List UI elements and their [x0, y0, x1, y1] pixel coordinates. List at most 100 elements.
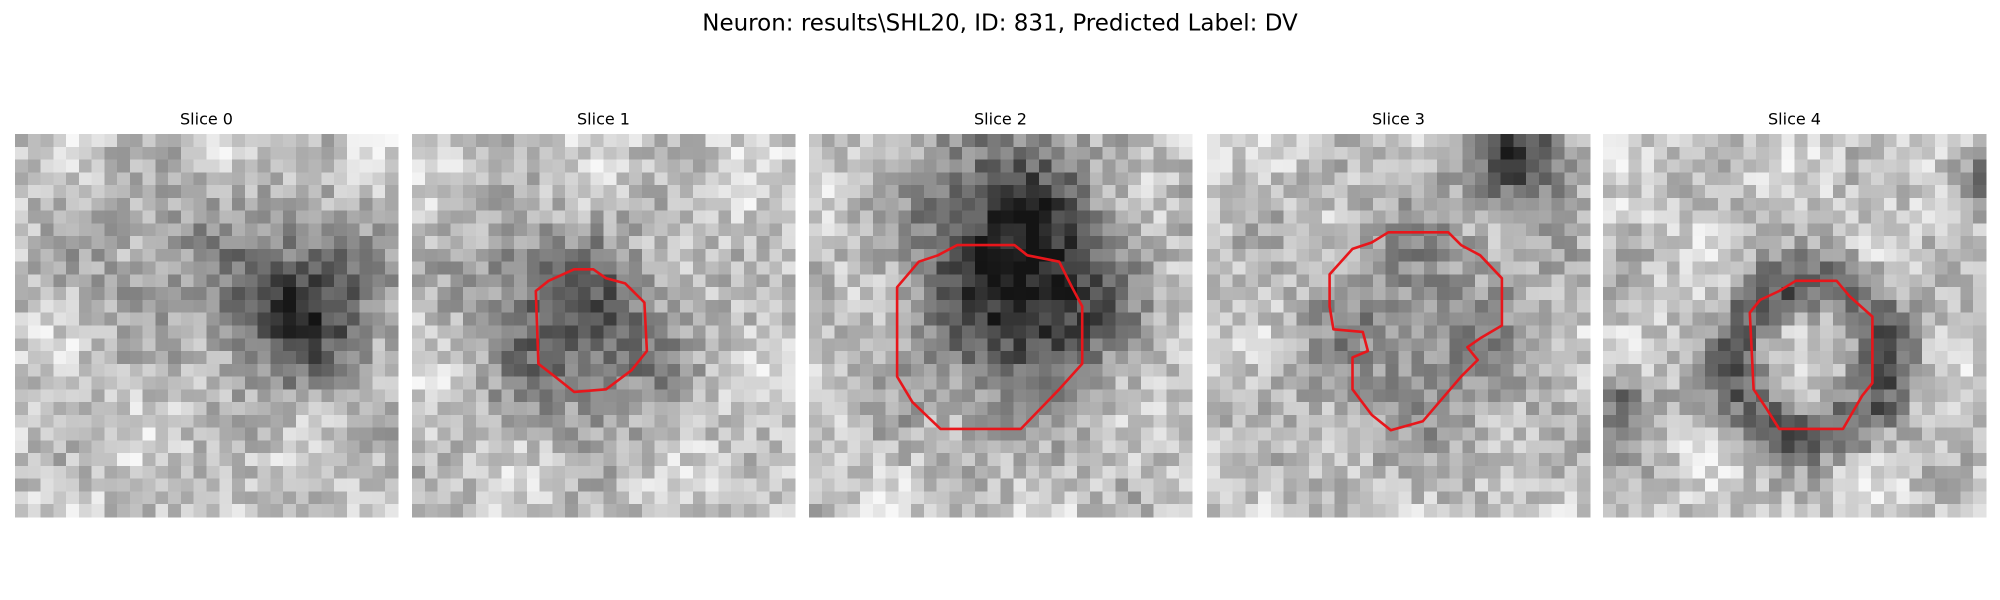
- pixel: [1628, 491, 1642, 505]
- pixel: [1245, 440, 1259, 454]
- pixel: [641, 453, 656, 467]
- pixel: [1692, 312, 1706, 327]
- pixel: [1743, 389, 1757, 403]
- pixel: [860, 134, 874, 148]
- pixel: [1526, 465, 1540, 480]
- pixel: [1166, 274, 1180, 288]
- pixel: [1424, 172, 1438, 186]
- pixel: [270, 223, 284, 237]
- pixel: [1615, 402, 1630, 416]
- pixel: [117, 223, 131, 237]
- pixel: [1487, 159, 1502, 173]
- pixel: [1411, 325, 1425, 339]
- pixel: [1628, 236, 1642, 250]
- pixel: [718, 185, 732, 199]
- pixel: [1922, 376, 1936, 390]
- pixel: [1628, 146, 1642, 161]
- pixel: [1564, 261, 1578, 276]
- pixel: [219, 312, 233, 327]
- pixel: [1258, 159, 1272, 173]
- pixel: [769, 440, 783, 454]
- pixel: [437, 185, 451, 199]
- pixel: [321, 427, 335, 441]
- pixel: [437, 389, 451, 403]
- pixel: [1411, 236, 1425, 250]
- pixel: [756, 504, 771, 518]
- pixel: [1219, 465, 1234, 480]
- pixel: [1038, 236, 1053, 250]
- pixel: [654, 172, 668, 186]
- pixel: [1909, 389, 1923, 403]
- pixel: [1615, 414, 1630, 429]
- pixel: [667, 312, 681, 327]
- pixel: [1372, 159, 1387, 173]
- pixel: [680, 478, 694, 493]
- pixel: [117, 134, 131, 148]
- pixel: [782, 134, 796, 148]
- pixel: [78, 440, 93, 454]
- pixel: [1500, 261, 1514, 276]
- pixel: [872, 210, 887, 224]
- pixel: [1692, 402, 1706, 416]
- pixel: [1051, 197, 1065, 212]
- pixel: [616, 172, 630, 186]
- pixel: [412, 351, 426, 365]
- pixel: [1077, 134, 1091, 148]
- pixel: [1858, 134, 1872, 148]
- pixel: [923, 440, 938, 454]
- pixel: [898, 491, 912, 505]
- pixel: [1922, 338, 1936, 352]
- pixel: [1424, 261, 1438, 276]
- pixel: [911, 248, 925, 263]
- pixel: [1245, 427, 1259, 441]
- pixel: [1538, 299, 1553, 314]
- pixel: [1705, 287, 1719, 301]
- pixel: [1858, 465, 1872, 480]
- pixel: [809, 287, 823, 301]
- pixel: [1500, 402, 1514, 416]
- pixel: [270, 414, 284, 429]
- pixel: [667, 248, 681, 263]
- pixel: [898, 146, 912, 161]
- pixel: [1551, 223, 1566, 237]
- pixel: [1717, 440, 1732, 454]
- pixel: [1832, 504, 1847, 518]
- pixel: [616, 325, 630, 339]
- pixel: [78, 338, 93, 352]
- pixel: [1730, 491, 1745, 505]
- pixel: [1038, 185, 1053, 199]
- pixel: [1026, 197, 1040, 212]
- pixel: [66, 299, 80, 314]
- panel-title: Slice 0: [180, 110, 233, 129]
- pixel: [1934, 453, 1949, 467]
- pixel: [1360, 274, 1374, 288]
- pixel: [1641, 172, 1655, 186]
- pixel: [372, 223, 386, 237]
- pixel: [577, 146, 592, 161]
- pixel: [718, 376, 732, 390]
- pixel: [1283, 414, 1297, 429]
- pixel: [1500, 414, 1514, 429]
- pixel: [270, 210, 284, 224]
- pixel: [334, 504, 348, 518]
- pixel: [1051, 325, 1065, 339]
- pixel: [219, 185, 233, 199]
- pixel: [1845, 376, 1859, 390]
- pixel: [629, 389, 643, 403]
- pixel: [1922, 299, 1936, 314]
- pixel: [603, 491, 617, 505]
- pixel: [308, 389, 322, 403]
- pixel: [743, 248, 758, 263]
- pixel: [1153, 261, 1168, 276]
- pixel: [1628, 478, 1642, 493]
- pixel: [731, 465, 745, 480]
- pixel: [1334, 363, 1349, 378]
- pixel: [1089, 172, 1104, 186]
- pixel: [731, 504, 745, 518]
- pixel: [590, 363, 605, 378]
- pixel: [1692, 440, 1706, 454]
- pixel: [283, 236, 297, 250]
- pixel: [244, 453, 259, 467]
- pixel: [962, 440, 976, 454]
- pixel: [1449, 248, 1463, 263]
